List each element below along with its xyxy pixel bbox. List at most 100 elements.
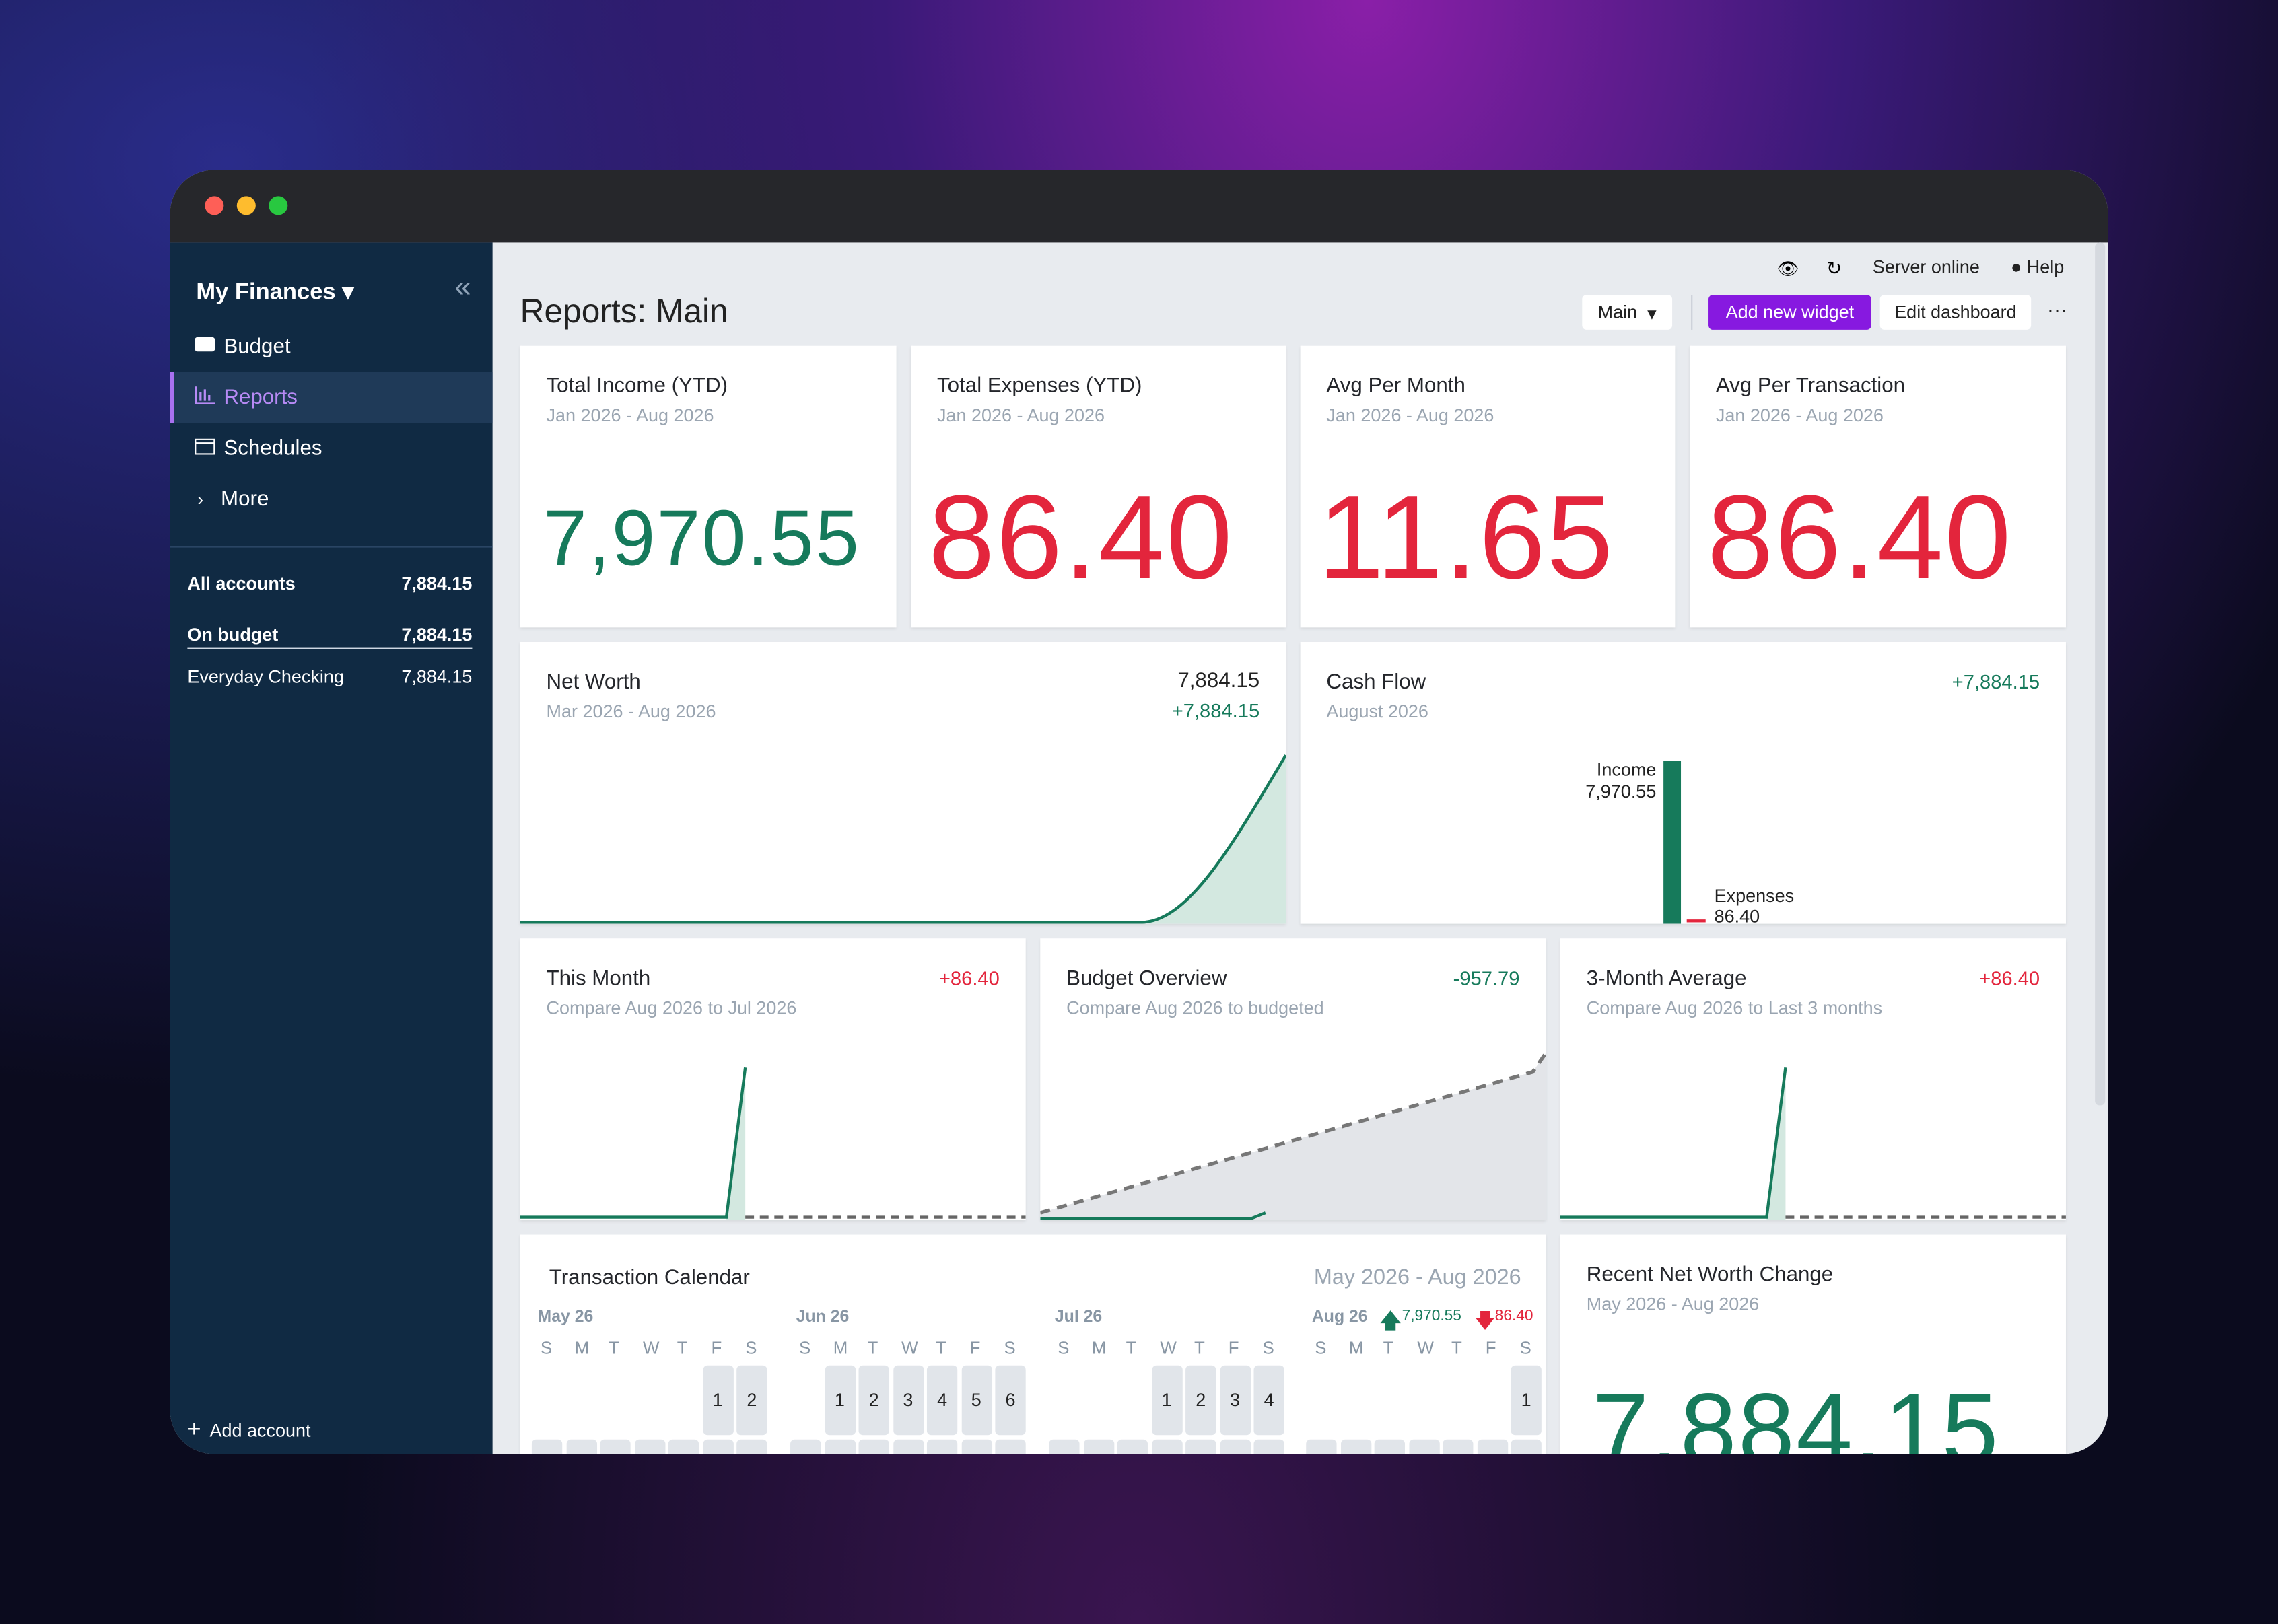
widget-card[interactable]: Budget Overview Compare Aug 2026 to budge… [1040, 938, 1546, 1220]
main: 👁 ↻ Server online ● Help Reports: Main M… [493, 242, 2108, 1454]
privacy-toggle[interactable]: 👁 [1776, 258, 1799, 279]
nav-label: Reports [223, 386, 298, 410]
day-cell[interactable]: 2 [1185, 1365, 1216, 1436]
day-cell-next [600, 1439, 631, 1454]
day-cell[interactable]: 1 [702, 1365, 733, 1436]
income-label: Income [1596, 759, 1657, 780]
separator [1691, 295, 1693, 330]
nav-schedules[interactable]: Schedules [195, 437, 322, 460]
sidebar: My Finances ▾ « Budget Reports Schedules… [170, 242, 493, 1454]
expenses-label: Expenses [1714, 886, 1795, 907]
day-cell[interactable]: 3 [1219, 1365, 1251, 1436]
widget-value: 11.65 [1317, 472, 1615, 604]
day-cell-next [1340, 1439, 1371, 1454]
day-cell-next [1476, 1439, 1508, 1454]
account-row[interactable]: Everyday Checking 7,884.15 [187, 667, 472, 687]
more-menu[interactable]: ··· [2046, 297, 2068, 321]
account-name: On budget [187, 625, 279, 645]
day-cell-next [1408, 1439, 1439, 1454]
chart-shape [520, 1067, 747, 1219]
widget-title: This Month [546, 967, 651, 991]
day-cell[interactable]: 4 [1253, 1365, 1284, 1436]
month-label: Jun 26 [796, 1308, 850, 1327]
icon [195, 337, 215, 352]
close-button[interactable] [205, 196, 224, 215]
add-account[interactable]: + Add account [187, 1417, 311, 1443]
day-cell-next [1511, 1439, 1542, 1454]
day-cell[interactable]: 6 [995, 1365, 1026, 1436]
widget-title: Net Worth [546, 671, 641, 695]
weekday: W [1417, 1337, 1434, 1358]
edit-dashboard-button[interactable]: Edit dashboard [1879, 295, 2032, 330]
month-income-value: 7,970.55 [1402, 1307, 1461, 1325]
server-status[interactable]: Server online [1872, 257, 1980, 278]
sparkline [1040, 1052, 1546, 1220]
page-title: Reports: Main [520, 292, 728, 331]
sparkline [520, 1067, 1026, 1220]
weekday: T [867, 1337, 878, 1358]
account-name: All accounts [187, 573, 296, 594]
weekday: S [1262, 1337, 1274, 1358]
day-cell[interactable]: 3 [893, 1365, 924, 1436]
sync-button[interactable]: ↻ [1826, 257, 1842, 279]
dashboard-select[interactable]: Main ▾ [1582, 295, 1673, 330]
day-cell-next [893, 1439, 924, 1454]
account-row[interactable]: On budget 7,884.15 [187, 625, 473, 649]
minimize-button[interactable] [236, 196, 256, 215]
add-widget-button[interactable]: Add new widget [1708, 295, 1871, 330]
widget-card[interactable]: Total Expenses (YTD) Jan 2026 - Aug 2026 8… [911, 345, 1286, 628]
account-row[interactable]: All accounts 7,884.15 [187, 573, 472, 594]
weekday: M [1091, 1337, 1107, 1358]
chart-shape [1040, 1053, 1546, 1220]
widget-card[interactable]: Avg Per Transaction Jan 2026 - Aug 2026 86… [1689, 345, 2066, 628]
widget-change: +7,884.15 [1171, 700, 1260, 722]
day-cell[interactable]: 2 [858, 1365, 889, 1436]
widget-card[interactable]: Total Income (YTD) Jan 2026 - Aug 2026 7,9… [520, 345, 897, 628]
day-cell[interactable]: 2 [736, 1365, 767, 1436]
help[interactable]: ● Help [2010, 257, 2065, 278]
month-income: 🡅 [1380, 1308, 1402, 1333]
collapse-button[interactable]: « [454, 271, 471, 304]
chart-shape [1040, 1052, 1546, 1215]
widget-change: +86.40 [938, 967, 1000, 989]
sparkline [520, 754, 1286, 924]
day-cell[interactable]: 1 [824, 1365, 856, 1436]
nav-budget[interactable]: Budget [195, 336, 291, 359]
widget-subtitle: Jan 2026 - Aug 2026 [937, 405, 1105, 426]
icon [195, 386, 215, 405]
day-cell[interactable]: 1 [1511, 1365, 1542, 1436]
widget-card[interactable]: Transaction Calendar May 2026 - Aug 2026 M… [520, 1234, 1546, 1454]
widget-card[interactable]: Cash Flow August 2026 +7,884.15 Income 7,970… [1300, 641, 2066, 924]
day-cell-next [858, 1439, 889, 1454]
day-cell[interactable]: 5 [961, 1365, 992, 1436]
day-cell[interactable]: 1 [1151, 1365, 1182, 1436]
account-balance: 7,884.15 [401, 625, 473, 645]
day-cell-next [824, 1439, 856, 1454]
expenses-value: 86.40 [1714, 906, 1760, 924]
day-cell-next [1049, 1439, 1080, 1454]
day-cell-next [1185, 1439, 1216, 1454]
weekday: T [1451, 1337, 1462, 1358]
widget-card[interactable]: Net Worth Mar 2026 - Aug 2026 +7,884.15 7,8… [520, 641, 1286, 924]
widget-title: 3-Month Average [1586, 967, 1747, 991]
nav-reports[interactable]: Reports [195, 386, 298, 410]
widget-subtitle: Jan 2026 - Aug 2026 [1326, 405, 1494, 426]
zoom-button[interactable] [269, 196, 288, 215]
nav-more[interactable]: › More [197, 488, 269, 511]
widget-value: 86.40 [1706, 472, 2013, 604]
widget-value: 7,970.55 [543, 495, 861, 583]
day-cell[interactable]: 4 [926, 1365, 958, 1436]
widget-subtitle: Jan 2026 - Aug 2026 [1715, 405, 1884, 426]
month-expenses-value: 86.40 [1494, 1307, 1533, 1325]
widget-card[interactable]: Recent Net Worth Change May 2026 - Aug 20… [1560, 1234, 2066, 1454]
scrollbar[interactable] [2095, 242, 2106, 1106]
weekday: M [574, 1337, 590, 1358]
budget-name[interactable]: My Finances ▾ [196, 280, 354, 306]
month-label: Jul 26 [1054, 1308, 1103, 1327]
title-bar [170, 170, 2108, 243]
widget-card[interactable]: This Month Compare Aug 2026 to Jul 2026 +8… [520, 938, 1026, 1220]
widget-card[interactable]: Avg Per Month Jan 2026 - Aug 2026 11.65 [1300, 345, 1676, 628]
widget-card[interactable]: 3-Month Average Compare Aug 2026 to Last … [1560, 938, 2066, 1220]
